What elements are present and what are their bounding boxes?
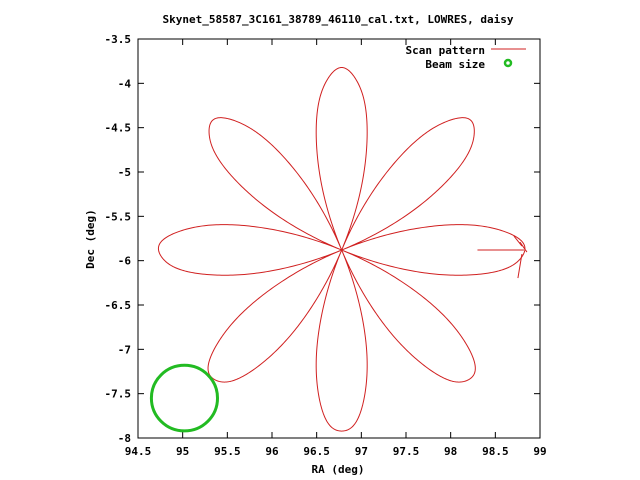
x-tick-label: 98.5 [482,445,509,458]
y-tick-label: -6 [118,255,132,268]
y-tick-label: -6.5 [105,299,132,312]
y-tick-label: -5.5 [105,210,132,223]
x-tick-label: 94.5 [125,445,152,458]
scan-slew-tick [519,241,528,253]
y-tick-label: -7.5 [105,388,132,401]
beam-size-circle [149,363,220,433]
x-axis-label: RA (deg) [312,463,365,476]
series-layer [149,67,528,433]
x-tick-label: 95.5 [214,445,241,458]
x-tick-label: 97 [355,445,368,458]
y-tick-label: -3.5 [105,33,132,46]
y-axis-label: Dec (deg) [84,209,97,269]
y-axis: -3.5 -4 -4.5 -5 -5.5 -6 -6.5 -7 -7.5 -8 [105,33,540,445]
chart-title: Skynet_58587_3C161_38789_46110_cal.txt, … [163,13,514,26]
x-tick-label: 96 [265,445,279,458]
y-tick-label: -4 [118,77,132,90]
scan-slew-tick [513,235,523,247]
legend-label-beam-size: Beam size [425,58,485,71]
scan-slew-tick [517,253,523,279]
y-tick-label: -8 [118,432,131,445]
x-tick-label: 96.5 [303,445,330,458]
legend-swatch-beam-size [503,58,513,68]
plot-frame [137,38,541,439]
y-tick-label: -5 [118,166,131,179]
scan-pattern-path [157,67,526,432]
x-tick-label: 95 [176,445,189,458]
legend-label-scan-pattern: Scan pattern [406,44,485,57]
x-tick-label: 97.5 [393,445,420,458]
y-tick-label: -4.5 [105,122,132,135]
x-axis: 94.5 95 95.5 96 96.5 97 97.5 98 98.5 99 [125,39,547,458]
y-tick-label: -7 [118,343,131,356]
legend: Scan pattern Beam size [406,44,526,71]
x-tick-label: 99 [533,445,546,458]
x-tick-label: 98 [444,445,457,458]
